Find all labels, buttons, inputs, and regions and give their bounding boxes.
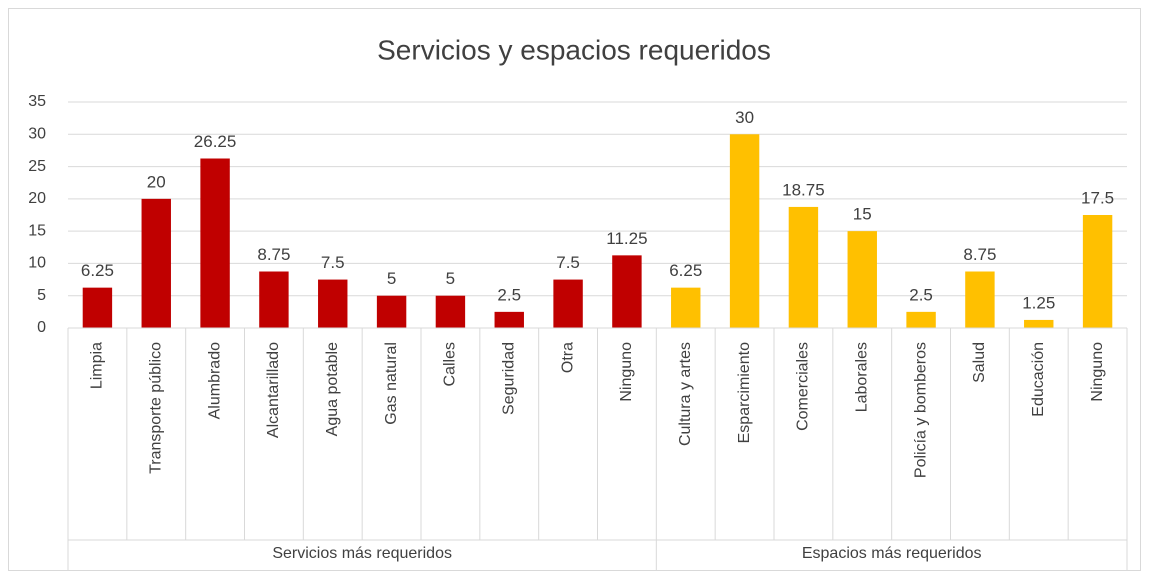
x-tick-label: Gas natural [383, 342, 400, 425]
chart-title: Servicios y espacios requeridos [377, 34, 771, 65]
x-tick-label: Comerciales [795, 342, 812, 431]
x-tick-label: Esparcimiento [736, 342, 753, 443]
x-tick-label: Transporte público [147, 342, 164, 474]
x-tick-label: Alcantarillado [265, 342, 282, 438]
y-tick-label: 35 [28, 93, 46, 110]
bar [847, 231, 877, 328]
bar [259, 271, 289, 328]
x-tick-label: Alumbrado [206, 342, 223, 419]
bar [318, 279, 348, 328]
bar [1082, 215, 1113, 328]
value-label: 6.25 [669, 261, 702, 280]
bar [435, 295, 466, 328]
y-tick-label: 10 [28, 255, 46, 272]
value-label: 20 [147, 172, 166, 191]
value-label: 5 [387, 269, 396, 288]
bar [494, 311, 524, 328]
x-tick-label: Salud [971, 342, 988, 383]
bar [906, 311, 936, 328]
x-tick-label: Educación [1030, 342, 1047, 417]
x-tick-label: Ninguno [618, 342, 635, 402]
group-label: Servicios más requeridos [272, 545, 452, 562]
bar [141, 198, 171, 328]
value-label: 1.25 [1022, 293, 1055, 312]
value-label: 6.25 [81, 261, 114, 280]
value-label: 2.5 [497, 285, 521, 304]
x-tick-label: Seguridad [500, 342, 517, 415]
bar [788, 206, 819, 328]
group-label: Espacios más requeridos [802, 545, 982, 562]
value-label: 8.75 [963, 245, 996, 264]
value-label: 11.25 [606, 229, 647, 248]
y-tick-label: 15 [28, 222, 46, 239]
bar [671, 287, 701, 328]
value-label: 15 [853, 205, 872, 224]
x-tick-label: Limpia [89, 342, 106, 389]
value-label: 2.5 [909, 285, 933, 304]
bar [965, 271, 995, 328]
y-tick-label: 5 [37, 287, 46, 304]
y-tick-label: 25 [28, 158, 46, 175]
bar [376, 295, 407, 328]
y-tick-label: 20 [28, 190, 46, 207]
x-tick-label: Otra [559, 342, 576, 373]
bar [612, 255, 642, 328]
x-tick-label: Laborales [853, 342, 870, 412]
bar [729, 134, 760, 328]
value-label: 17.5 [1081, 188, 1114, 207]
value-label: 26.25 [194, 132, 237, 151]
bar [82, 287, 113, 328]
value-label: 5 [446, 269, 455, 288]
x-tick-label: Policía y bomberos [912, 342, 929, 478]
y-tick-label: 0 [37, 319, 46, 336]
value-label: 7.5 [556, 253, 580, 272]
bar [1024, 319, 1054, 328]
bar [553, 279, 583, 328]
value-label: 30 [735, 108, 754, 127]
x-tick-label: Cultura y artes [677, 342, 694, 446]
y-tick-label: 30 [28, 126, 46, 143]
x-tick-label: Calles [442, 342, 459, 386]
value-label: 8.75 [257, 245, 290, 264]
bar [200, 158, 230, 328]
value-label: 7.5 [321, 253, 345, 272]
value-label: 18.75 [782, 180, 825, 199]
x-tick-label: Agua potable [324, 342, 341, 436]
x-tick-label: Ninguno [1089, 342, 1106, 402]
